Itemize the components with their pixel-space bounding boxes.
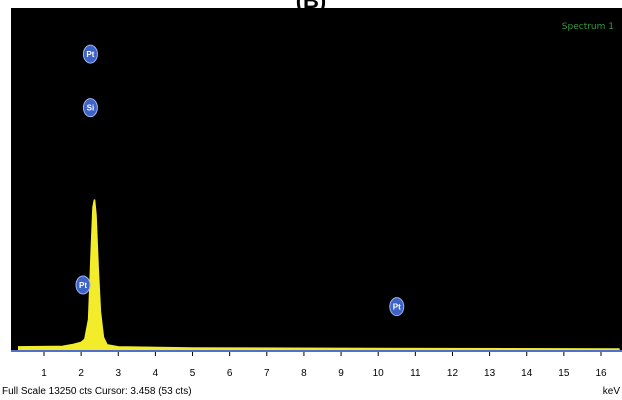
x-tick-label-16: 16	[595, 368, 607, 379]
trace-layer	[17, 199, 620, 350]
x-tick-label-4: 4	[153, 368, 159, 379]
x-tick-label-5: 5	[190, 368, 196, 379]
full-scale-readout: Full Scale 13250 cts Cursor: 3.458 (53 c…	[2, 386, 192, 397]
x-tick-label-3: 3	[115, 368, 121, 379]
x-tick-label-9: 9	[338, 368, 344, 379]
peak-badge-pt-0: Pt	[75, 275, 91, 295]
peak-badge-pt-3: Pt	[389, 297, 405, 317]
x-tick-label-2: 2	[78, 368, 84, 379]
x-axis-unit-label: keV	[602, 386, 620, 397]
peak-badge-label: Pt	[79, 281, 87, 290]
peak-badge-label: Si	[87, 104, 95, 113]
x-tick-label-11: 11	[410, 368, 421, 379]
peak-badge-layer: Pt Si Pt Pt	[75, 44, 405, 317]
spectrum-plot-area: Spectrum 1	[11, 8, 622, 350]
x-tick-label-1: 1	[41, 368, 47, 379]
x-tick-label-8: 8	[301, 368, 307, 379]
x-tick-label-7: 7	[264, 368, 270, 379]
peak-badge-si-1: Si	[82, 98, 98, 118]
peak-badge-label: Pt	[393, 303, 401, 312]
x-tick-label-10: 10	[373, 368, 385, 379]
peak-badge-shape	[75, 275, 91, 295]
spectrum-trace-0	[17, 199, 620, 350]
x-tick-layer: 1 2 3 4 5 6 7 8 9 10 11 12 13 14 15 16	[41, 352, 607, 379]
x-tick-label-15: 15	[558, 368, 570, 379]
x-axis-baseline	[11, 350, 622, 352]
peak-badge-shape	[389, 297, 405, 317]
peak-badge-shape	[82, 98, 98, 118]
peak-badge-shape	[82, 44, 98, 64]
peak-badge-pt-2: Pt	[82, 44, 98, 64]
x-axis-strip	[11, 350, 622, 386]
x-tick-label-6: 6	[227, 368, 233, 379]
peak-badge-label: Pt	[86, 50, 94, 59]
spectrum-label: Spectrum 1	[561, 22, 614, 32]
x-tick-label-13: 13	[484, 368, 496, 379]
x-tick-label-12: 12	[447, 368, 459, 379]
x-tick-label-14: 14	[521, 368, 533, 379]
spectrum-fill-0	[18, 199, 620, 350]
